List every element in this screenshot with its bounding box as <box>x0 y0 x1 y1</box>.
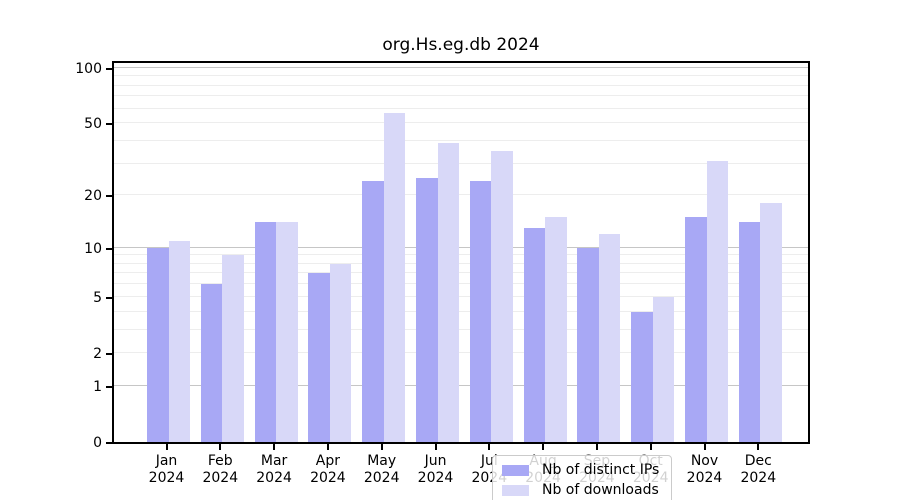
x-tick-mark <box>219 444 222 450</box>
bar-sep-distinct-ips <box>577 247 599 442</box>
bar-jun-downloads <box>437 142 459 442</box>
bar-apr-distinct-ips <box>308 273 330 442</box>
minor-gridline <box>114 194 808 196</box>
y-tick-mark <box>106 123 112 126</box>
bar-mar-downloads <box>276 222 298 442</box>
y-tick-mark <box>106 247 112 250</box>
legend-swatch-icon <box>502 484 529 496</box>
y-tick-mark <box>106 385 112 388</box>
y-tick-label: 10 <box>84 240 102 257</box>
x-tick-label-nov: Nov 2024 <box>686 453 723 486</box>
y-tick-mark <box>106 296 112 299</box>
minor-gridline <box>114 84 808 86</box>
x-tick-label-apr: Apr 2024 <box>310 453 346 486</box>
x-tick-mark <box>542 444 545 450</box>
y-tick-mark <box>106 195 112 198</box>
legend-item: Nb of downloads <box>502 482 659 498</box>
bar-nov-downloads <box>706 160 728 442</box>
x-tick-mark <box>649 444 652 450</box>
chart-title: org.Hs.eg.db 2024 <box>382 35 540 55</box>
minor-gridline <box>114 351 808 353</box>
y-tick-label: 50 <box>84 116 102 133</box>
x-tick-mark <box>595 444 598 450</box>
minor-gridline <box>114 122 808 124</box>
x-tick-label-jun: Jun 2024 <box>417 453 454 486</box>
major-gridline <box>114 384 808 386</box>
minor-gridline <box>114 283 808 285</box>
bar-jul-distinct-ips <box>469 180 492 442</box>
bar-aug-downloads <box>545 217 567 442</box>
minor-gridline <box>114 328 808 330</box>
bar-aug-distinct-ips <box>523 228 546 442</box>
legend-item: Nb of distinct IPs <box>502 462 659 478</box>
bar-oct-downloads <box>652 296 675 442</box>
x-tick-label-feb: Feb 2024 <box>202 453 239 486</box>
plot-area: Nb of distinct IPs Nb of downloads <box>112 61 810 500</box>
x-tick-mark <box>757 444 760 450</box>
minor-gridline <box>114 139 808 141</box>
bar-jul-downloads <box>491 151 513 442</box>
bar-jan-distinct-ips <box>147 247 169 442</box>
bar-may-distinct-ips <box>362 180 384 442</box>
y-tick-label: 5 <box>93 289 102 306</box>
bar-dec-downloads <box>760 203 782 442</box>
minor-gridline <box>114 295 808 297</box>
x-tick-label-dec: Dec 2024 <box>740 453 777 486</box>
x-tick-mark <box>488 444 491 450</box>
y-tick-mark <box>106 352 112 355</box>
legend-label: Nb of distinct IPs <box>542 462 660 478</box>
y-tick-mark <box>106 67 112 70</box>
bar-nov-distinct-ips <box>685 217 707 442</box>
bar-may-downloads <box>383 112 406 442</box>
y-tick-label: 1 <box>93 378 102 395</box>
x-tick-mark <box>165 444 168 450</box>
minor-gridline <box>114 254 808 256</box>
major-gridline <box>114 66 808 68</box>
bar-jun-distinct-ips <box>416 177 438 442</box>
bar-apr-downloads <box>329 263 352 442</box>
y-tick-label: 100 <box>75 60 102 77</box>
bar-feb-distinct-ips <box>200 284 223 442</box>
minor-gridline <box>114 310 808 312</box>
x-tick-mark <box>434 444 437 450</box>
bar-dec-distinct-ips <box>738 222 761 442</box>
bar-oct-distinct-ips <box>631 311 653 442</box>
x-tick-mark <box>326 444 329 450</box>
bar-jan-downloads <box>168 240 190 442</box>
y-tick-label: 20 <box>84 188 102 205</box>
x-tick-mark <box>380 444 383 450</box>
x-tick-label-mar: Mar 2024 <box>256 453 292 486</box>
minor-gridline <box>114 75 808 77</box>
y-tick-label: 0 <box>93 435 102 451</box>
bar-mar-distinct-ips <box>254 222 277 442</box>
minor-gridline <box>114 107 808 109</box>
minor-gridline <box>114 262 808 264</box>
x-tick-mark <box>703 444 706 450</box>
x-tick-label-may: May 2024 <box>363 453 400 486</box>
bar-sep-downloads <box>598 234 621 442</box>
minor-gridline <box>114 95 808 97</box>
legend-swatch-icon <box>502 464 529 476</box>
y-tick-mark <box>106 442 112 444</box>
minor-gridline <box>114 162 808 164</box>
legend-label: Nb of downloads <box>542 482 659 498</box>
y-tick-label: 2 <box>93 345 102 362</box>
legend: Nb of distinct IPs Nb of downloads <box>492 455 673 500</box>
major-gridline <box>114 246 808 248</box>
bar-feb-downloads <box>222 255 244 442</box>
x-tick-mark <box>273 444 276 450</box>
x-tick-label-jan: Jan 2024 <box>148 453 185 486</box>
minor-gridline <box>114 272 808 274</box>
